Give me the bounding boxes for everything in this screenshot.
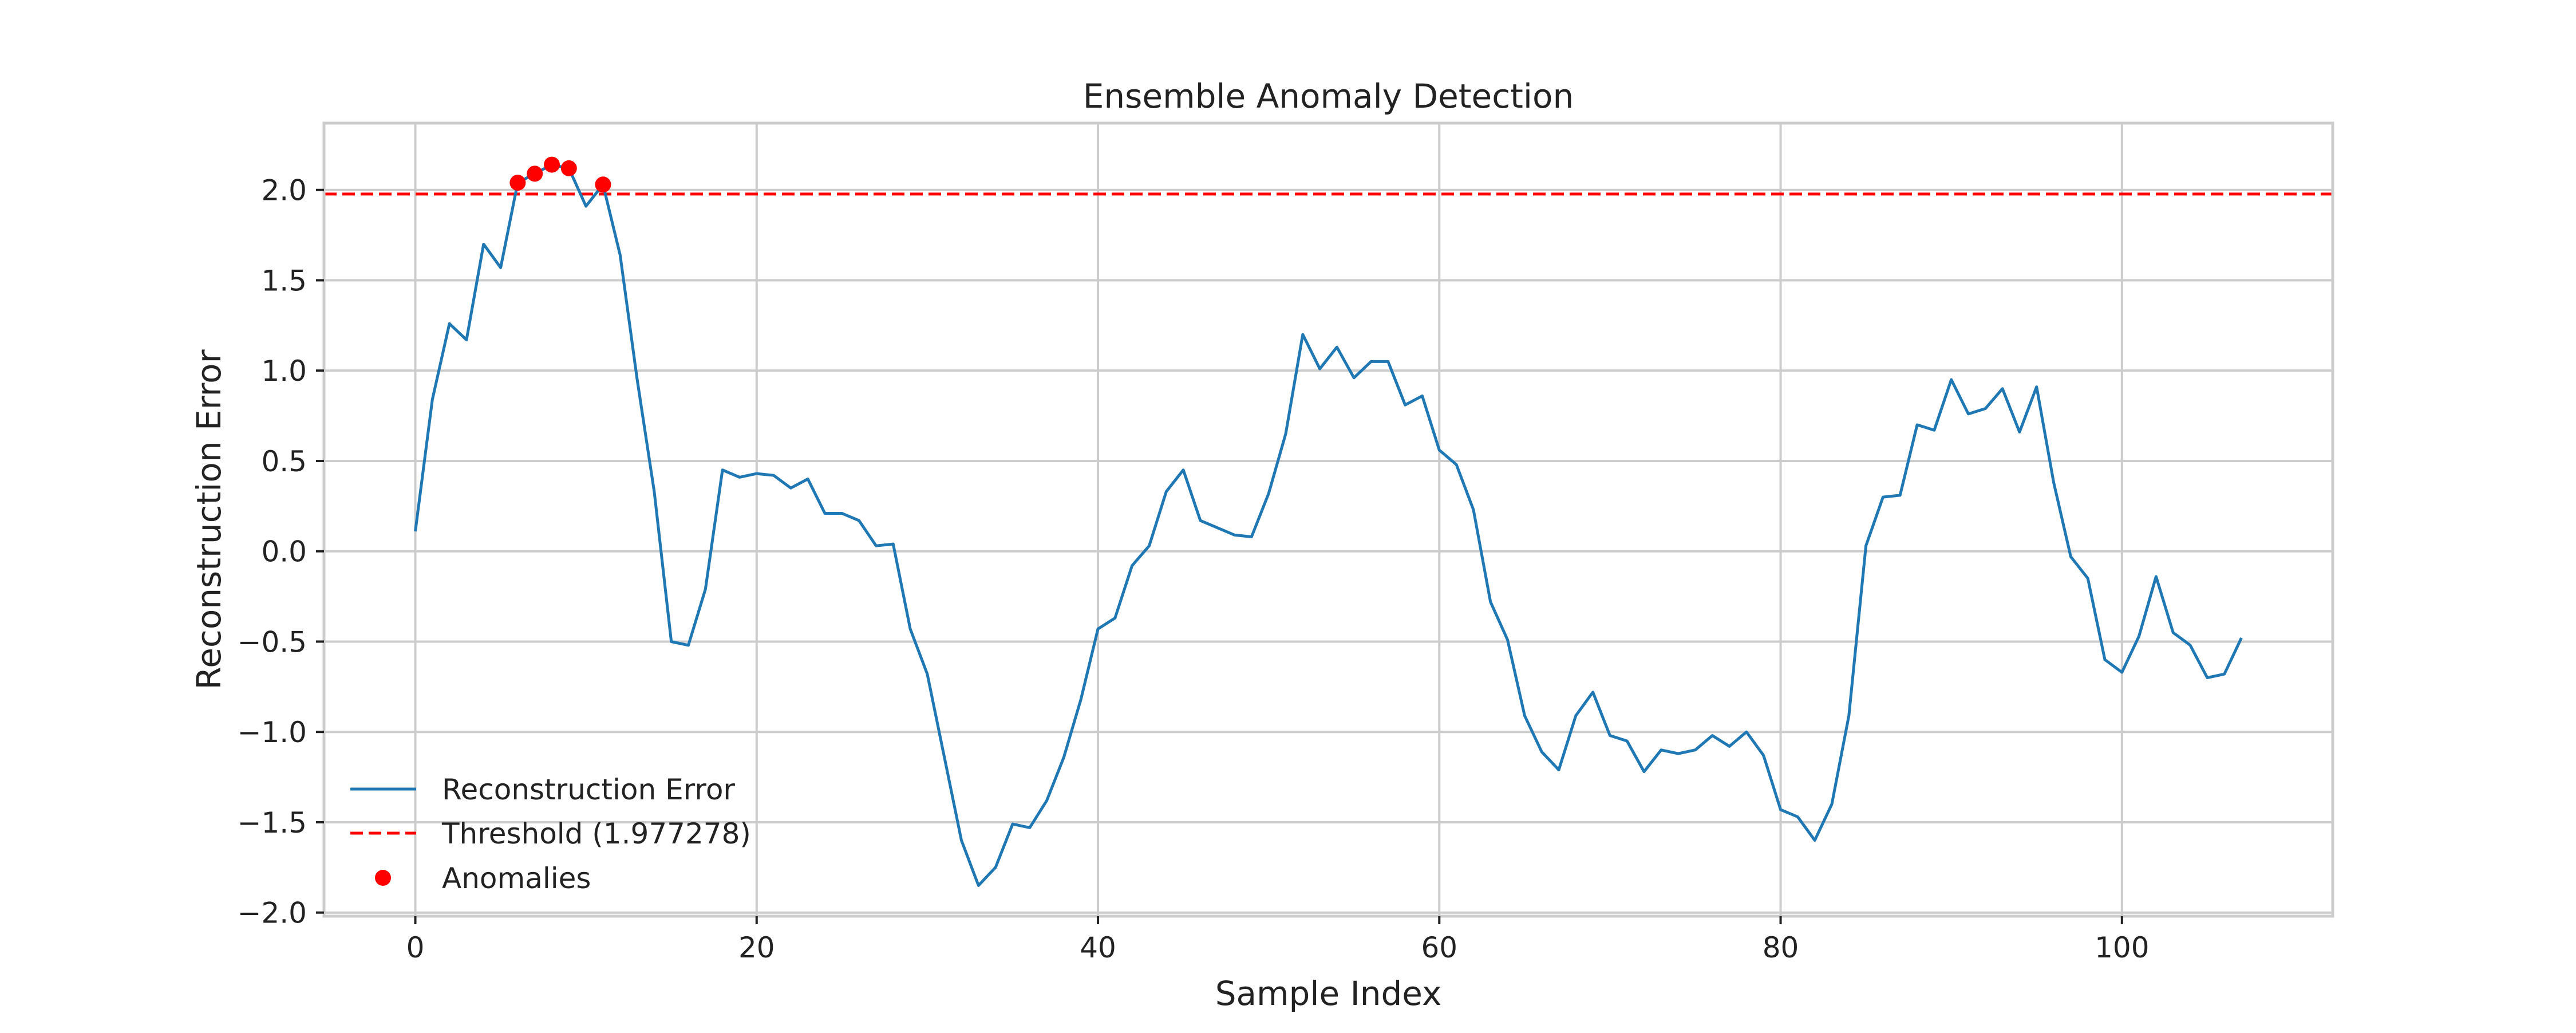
x-tick-label: 80 — [1763, 931, 1799, 964]
anomaly-point — [560, 160, 577, 176]
y-tick-label: 1.5 — [261, 264, 307, 297]
y-tick-label: 0.0 — [261, 535, 307, 569]
y-axis-title: Reconstruction Error — [189, 349, 228, 689]
chart-title: Ensemble Anomaly Detection — [1083, 77, 1574, 116]
plot-area-frame — [322, 121, 2334, 918]
legend: Reconstruction Error Threshold (1.977278… — [350, 773, 751, 895]
legend-label-reconstruction-error: Reconstruction Error — [442, 773, 735, 806]
anomaly-point — [544, 156, 560, 173]
x-tick-label: 60 — [1421, 931, 1457, 964]
legend-label-threshold: Threshold (1.977278) — [441, 817, 751, 850]
anomaly-point — [527, 165, 543, 182]
anomaly-point — [595, 176, 611, 193]
tick-layer: 0 20 40 60 80 100 −2.0 −1.5 −1.0 −0.5 0.0 0.5 1.0 1.5… — [238, 174, 2150, 964]
data-layer — [324, 156, 2333, 887]
x-tick-label: 100 — [2095, 931, 2149, 964]
grid-layer — [324, 123, 2333, 916]
x-axis-title: Sample Index — [1215, 974, 1442, 1013]
y-tick-label: −1.5 — [238, 806, 307, 839]
legend-label-anomalies: Anomalies — [442, 862, 591, 895]
y-tick-label: 2.0 — [261, 174, 307, 207]
y-tick-label: −1.0 — [238, 716, 307, 749]
x-tick-label: 20 — [738, 931, 775, 964]
y-tick-label: −2.0 — [238, 897, 307, 930]
x-tick-label: 0 — [406, 931, 425, 964]
x-tick-label: 40 — [1080, 931, 1116, 964]
y-tick-label: 0.5 — [261, 445, 307, 478]
anomaly-point — [509, 175, 526, 191]
reconstruction-error-line — [414, 163, 2243, 887]
y-tick-label: 1.0 — [261, 354, 307, 388]
y-tick-label: −0.5 — [238, 625, 307, 659]
legend-anomaly-swatch — [375, 870, 391, 886]
